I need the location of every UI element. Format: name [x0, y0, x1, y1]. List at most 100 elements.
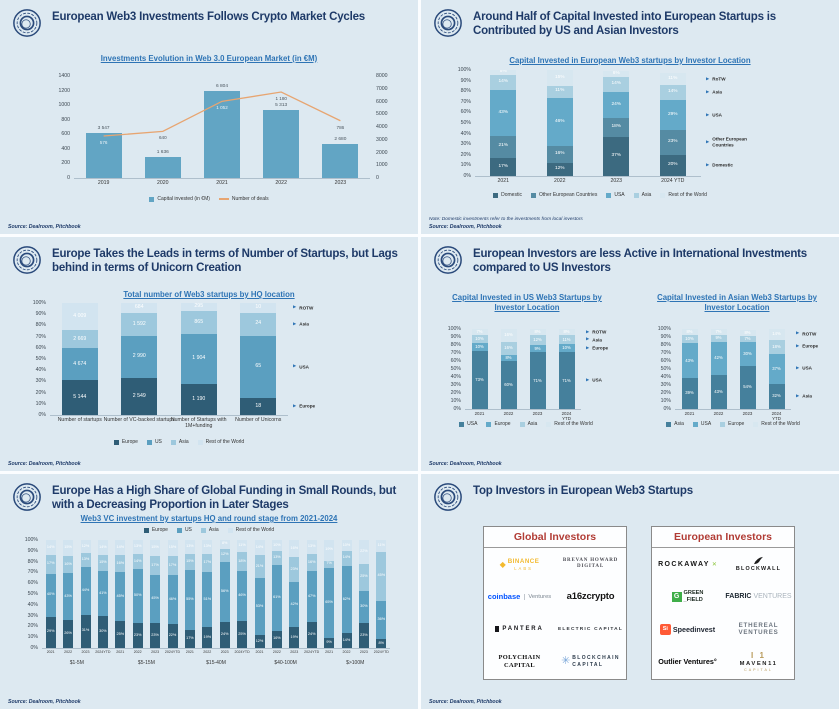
bar-segment: 7%: [739, 336, 756, 342]
stacked-bar: 25% 45% 16% 14%: [115, 540, 126, 648]
legend-swatch-icon: [493, 192, 499, 198]
x-axis-label: 2023: [359, 650, 368, 654]
legend-item: USA: [459, 421, 477, 427]
stacked-bar: 18 65 24 10: [240, 303, 277, 415]
segment-value-label: 14%: [498, 79, 509, 85]
x-axis-label: 2019: [97, 180, 110, 186]
segment-value-label: 46%: [168, 596, 177, 601]
segment-value-label: 16%: [116, 560, 125, 565]
stacked-bar: 29% 40% 17% 14%: [45, 540, 56, 648]
legend-swatch-icon: [486, 421, 492, 427]
bar-segment: 6%: [603, 71, 630, 78]
segment-value-label: 15%: [151, 545, 159, 550]
bar-segment: 14%: [603, 77, 630, 93]
legend-swatch-icon: [176, 527, 182, 533]
segment-value-label: 10%: [342, 542, 351, 547]
legend-item: Capital invested (in €M): [149, 196, 210, 202]
axis-tick-label: 70%: [660, 350, 671, 356]
segment-value-label: 37%: [611, 152, 622, 158]
legend-item: Asia: [633, 192, 651, 198]
segment-value-label: 56%: [220, 588, 229, 593]
bar-segment: 46%: [237, 571, 248, 621]
x-axis-label: Number of startups: [57, 417, 102, 423]
segment-value-label: 73%: [475, 376, 484, 382]
axis-tick-label: 40%: [35, 367, 46, 374]
bar-segment: 10%: [271, 540, 282, 551]
axis-tick-label: 50%: [450, 366, 461, 372]
x-axis-label: 2024 YTD: [771, 411, 782, 422]
bar-segment: 14%: [254, 540, 265, 556]
segment-value-label: 71%: [562, 377, 571, 383]
axis-tick-label: 20%: [27, 623, 38, 630]
legend-label: USA: [700, 421, 712, 427]
segment-value-label: 8%: [534, 329, 541, 335]
segment-value-label: 14%: [611, 81, 622, 87]
bar-segment: 10%: [471, 342, 488, 351]
segment-value-label: 8%: [744, 329, 751, 335]
investor-logo-fabric-ventures: FABRIC VENTURES: [725, 593, 792, 601]
bar-segment: 12%: [254, 635, 265, 648]
segment-value-label: 6%: [612, 71, 620, 76]
bar-segment: 15%: [97, 555, 108, 572]
x-axis-label: 2023: [532, 411, 543, 416]
bar-segment: 21%: [254, 555, 265, 578]
slide-international-investors: European Investors are less Active in In…: [421, 237, 839, 471]
bar-segment: 22%: [358, 540, 369, 564]
segment-value-label: 26%: [64, 631, 72, 636]
bar-segment: 30%: [739, 341, 756, 366]
investor-logo-greenfield: G GREEN _FIELD: [652, 581, 723, 614]
bar-segment: 18%: [603, 117, 630, 137]
bar-segment: 24%: [603, 92, 630, 118]
axis-tick-label: 20%: [35, 389, 46, 396]
stacked-bar: 23% 45% 17% 15%: [150, 540, 161, 648]
bar-segment: 43%: [63, 573, 74, 620]
segment-value-label: 17%: [203, 560, 212, 565]
right-axis-tick-label: 3000: [376, 136, 388, 143]
legend-label: Rest of the World: [205, 439, 245, 445]
x-axis-label: 2022: [713, 411, 724, 416]
bar-segment: 71%: [558, 352, 575, 409]
bar-segment: 25%: [115, 621, 126, 648]
segment-value-label: 62%: [342, 596, 351, 601]
legend-item: Europe: [143, 527, 168, 533]
legend-label: US: [154, 439, 162, 445]
segment-value-label: 16%: [64, 561, 72, 566]
x-axis-label: 2021: [474, 411, 485, 416]
axis-tick-label: 90%: [27, 547, 38, 554]
legend-label: Rest of the World: [235, 527, 275, 533]
series-pointer-label: Europe: [592, 345, 609, 351]
x-axis-label: 2023: [290, 650, 299, 654]
coinbase-label: coinbase: [487, 592, 521, 602]
axis-tick-label: 80%: [35, 322, 46, 329]
bar-value-label: 3 547: [97, 125, 110, 131]
series-pointer-label: Other European Countries: [712, 136, 747, 148]
segment-value-label: 42%: [290, 601, 299, 606]
legend-item: Asia: [666, 421, 684, 427]
segment-value-label: 10: [255, 304, 262, 311]
x-axis-label: Number of VC-backed startups: [103, 417, 175, 423]
legend-swatch-icon: [227, 527, 233, 533]
legend-swatch-icon: [720, 421, 726, 427]
bar-segment: 2 669: [61, 330, 98, 349]
axis-tick-label: 30%: [27, 612, 38, 619]
segment-value-label: 22%: [360, 549, 368, 553]
segment-value-label: 45%: [377, 573, 386, 578]
bar-segment: 865: [180, 310, 217, 334]
segment-value-label: 31%: [81, 628, 90, 633]
x-axis-label: 2023: [220, 650, 229, 654]
segment-value-label: 24%: [307, 632, 316, 637]
segment-value-label: 8%: [686, 329, 693, 335]
left-axis-tick-label: 800: [61, 116, 70, 123]
stacked-bar: 12% 16% 46% 11% 15%: [546, 70, 573, 176]
axis-tick-label: 40%: [460, 130, 471, 137]
bar-segment: 62%: [341, 565, 352, 633]
bar-segment: 45%: [150, 574, 161, 624]
source-note: Source: Dealroom, Pitchbook: [8, 461, 81, 467]
legend-item: Rest of the World: [546, 421, 593, 427]
chart-subtitle: Capital Invested in European Web3 startu…: [509, 56, 751, 65]
legend-item: US: [176, 527, 192, 533]
legend-swatch-icon: [530, 192, 536, 198]
segment-value-label: 5 144: [73, 393, 87, 400]
capital-invested-bar: [144, 157, 181, 178]
axis-tick-label: 80%: [660, 342, 671, 348]
